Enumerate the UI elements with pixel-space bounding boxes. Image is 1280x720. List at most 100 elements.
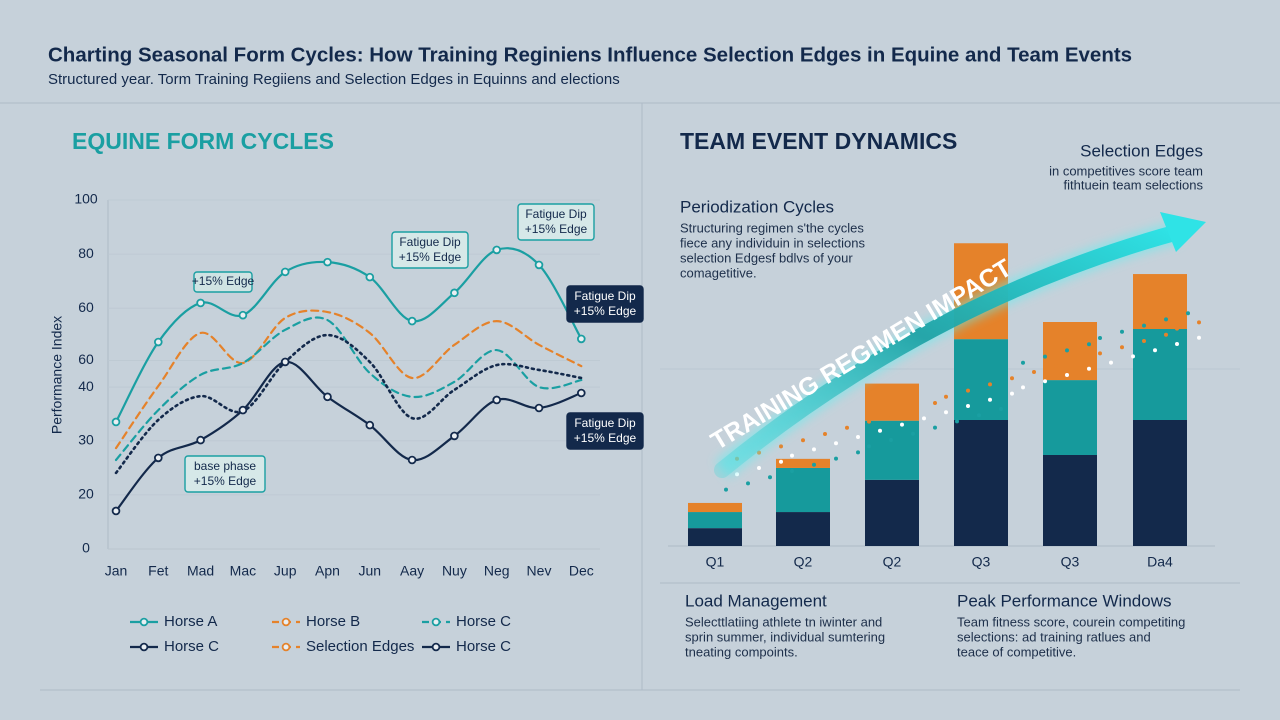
decor-dot xyxy=(1109,360,1113,365)
annotation-box xyxy=(517,203,595,241)
bar-segment xyxy=(1043,322,1097,381)
decor-dot xyxy=(713,503,717,507)
section-title: Periodization Cycles xyxy=(680,197,834,216)
decor-dot xyxy=(834,456,838,461)
decor-dot xyxy=(889,438,893,442)
decor-dot xyxy=(1197,335,1201,340)
body-text: fithtuein team selections xyxy=(1064,177,1204,192)
x-tick-label: Neg xyxy=(484,563,510,579)
x-tick-label: Dec xyxy=(569,563,594,579)
decor-dot xyxy=(1120,329,1124,334)
decor-dot xyxy=(768,475,772,480)
legend-marker xyxy=(139,642,149,652)
decor-dot xyxy=(1153,348,1157,353)
point xyxy=(323,392,332,402)
bar-segment xyxy=(1043,380,1097,455)
point xyxy=(238,310,248,320)
body-text: Structuring regimen s'the cycles xyxy=(680,220,864,235)
decor-dot xyxy=(757,466,761,470)
decor-dot xyxy=(911,407,915,412)
legend-label: Horse C xyxy=(164,638,219,655)
x-tick-label: Aay xyxy=(400,563,424,579)
x-tick-label: Q2 xyxy=(794,554,813,570)
decor-dot xyxy=(1032,370,1036,374)
annotation-text: +15% Edge xyxy=(194,474,257,488)
annotation-box xyxy=(566,412,644,450)
decor-dot xyxy=(790,453,794,458)
decor-dot xyxy=(944,410,948,415)
decor-dot xyxy=(999,407,1003,411)
body-text: Team fitness score, courein competiting xyxy=(957,614,1185,629)
decor-dot xyxy=(1142,339,1146,343)
decor-dot xyxy=(856,450,860,455)
body-text: teace of competitive. xyxy=(957,644,1076,659)
point xyxy=(407,316,417,326)
decor-dot xyxy=(988,397,992,402)
bar-segment xyxy=(954,339,1008,420)
decor-dot xyxy=(1010,376,1014,381)
y-tick-label: 60 xyxy=(78,351,94,367)
decor-dot xyxy=(834,441,838,446)
y-tick-label: 0 xyxy=(82,540,90,556)
annotation-text: +15% Edge xyxy=(574,304,637,318)
y-tick-label: 60 xyxy=(78,299,94,315)
decor-dot xyxy=(933,401,937,405)
section-title: Load Management xyxy=(685,591,827,610)
decor-dot xyxy=(1120,345,1124,350)
body-text: sprin summer, individual sumtering xyxy=(685,629,885,644)
arrow-body xyxy=(714,224,1186,478)
bar-segment xyxy=(688,502,742,513)
point xyxy=(238,405,248,415)
body-text: selections: ad training ratlues and xyxy=(957,629,1151,644)
bar-segment xyxy=(776,458,830,468)
decor-dot xyxy=(867,419,871,424)
section-title: Selection Edges xyxy=(1080,141,1203,160)
annotation-text: +15% Edge xyxy=(574,431,637,445)
decor-dot xyxy=(1021,385,1025,390)
y-axis-label: Performance Index xyxy=(49,316,65,434)
x-tick-label: Mac xyxy=(230,563,256,579)
x-tick-label: Da4 xyxy=(1147,554,1173,570)
decor-dot xyxy=(977,413,981,418)
point xyxy=(154,453,163,463)
decor-dot xyxy=(988,382,992,387)
point xyxy=(323,257,332,267)
point xyxy=(365,420,375,430)
annotation-box xyxy=(184,455,266,493)
point xyxy=(280,267,290,277)
decor-dot xyxy=(1076,357,1080,362)
decor-dot xyxy=(801,438,805,443)
arrow-head xyxy=(1160,212,1206,252)
section-title: Peak Performance Windows xyxy=(957,591,1171,610)
x-tick-label: Q1 xyxy=(706,554,725,570)
annotation-box xyxy=(391,231,469,269)
legend-label: Horse C xyxy=(456,638,511,655)
decor-dot xyxy=(1065,373,1069,377)
y-tick-label: 100 xyxy=(74,191,98,207)
annotation-text: +15% Edge xyxy=(192,274,255,288)
legend-marker xyxy=(281,617,291,627)
point xyxy=(534,403,544,413)
decor-dot xyxy=(1142,323,1146,328)
bar-segment xyxy=(688,512,742,529)
decor-dot xyxy=(1164,317,1168,322)
series-line xyxy=(114,247,583,424)
x-tick-label: Q3 xyxy=(972,554,991,570)
x-tick-label: Q2 xyxy=(883,554,902,570)
x-tick-label: Jun xyxy=(359,563,382,579)
title: Charting Seasonal Form Cycles: How Train… xyxy=(48,43,1132,66)
x-tick-label: Apn xyxy=(315,563,340,579)
annotation-text: Fatigue Dip xyxy=(399,235,461,249)
point xyxy=(450,288,459,298)
point xyxy=(365,272,375,282)
bar-segment xyxy=(1133,420,1187,546)
body-text: comagetitive. xyxy=(680,265,757,280)
series-line xyxy=(114,309,583,450)
x-tick-label: Nuy xyxy=(442,563,467,579)
point xyxy=(154,337,163,347)
body-text: tneating compoints. xyxy=(685,644,798,659)
decor-dot xyxy=(1186,311,1190,316)
point xyxy=(196,435,205,445)
annotation-text: Fatigue Dip xyxy=(574,416,636,430)
